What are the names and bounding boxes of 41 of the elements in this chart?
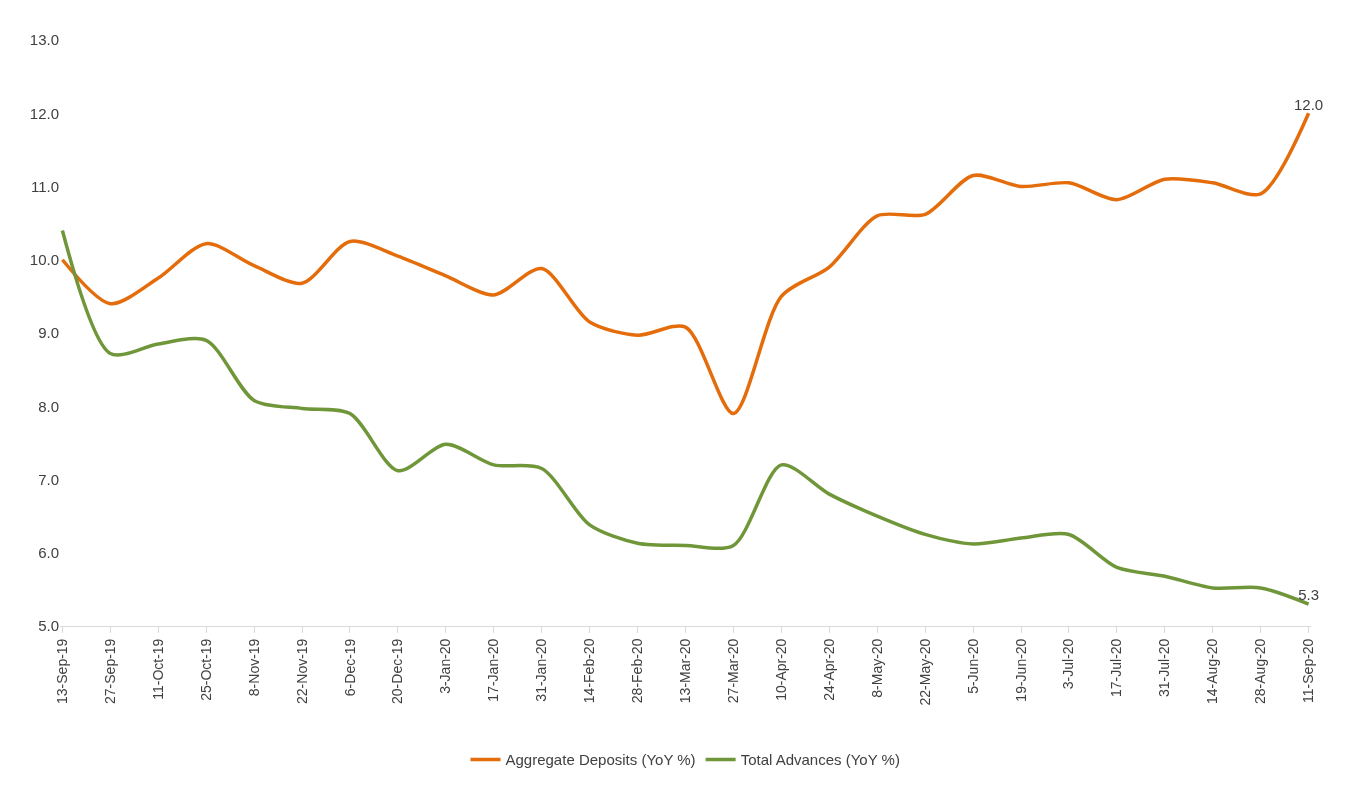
x-tick-label: 19-Jun-20 — [1012, 638, 1029, 702]
x-tick-label: 22-Nov-19 — [293, 638, 310, 704]
data-label: 5.3 — [1298, 586, 1320, 604]
y-tick-label: 13.0 — [29, 31, 59, 49]
y-tick-label: 5.0 — [38, 617, 59, 635]
x-tick-label: 24-Apr-20 — [820, 638, 837, 701]
x-tick-label: 20-Dec-19 — [389, 638, 406, 704]
x-tick-label: 3-Jan-20 — [437, 638, 454, 694]
x-tick-label: 31-Jan-20 — [533, 638, 550, 702]
y-tick-label: 9.0 — [38, 324, 59, 342]
x-tick-label: 27-Sep-19 — [101, 638, 118, 704]
x-tick-label: 3-Jul-20 — [1060, 638, 1077, 690]
x-tick-label: 6-Dec-19 — [341, 638, 358, 697]
x-tick-label: 31-Jul-20 — [1156, 638, 1173, 697]
y-tick-label: 6.0 — [38, 544, 59, 561]
x-tick-label: 13-Mar-20 — [677, 638, 694, 704]
y-tick-label: 7.0 — [38, 470, 59, 488]
x-tick-label: 27-Mar-20 — [724, 638, 741, 704]
x-tick-label: 5-Jun-20 — [964, 638, 981, 694]
x-tick-label: 28-Aug-20 — [1252, 638, 1269, 704]
x-tick-label: 11-Sep-20 — [1300, 638, 1317, 703]
x-tick-label: 14-Aug-20 — [1204, 638, 1221, 704]
x-tick-label: 10-Apr-20 — [772, 638, 789, 701]
x-tick-label: 8-Nov-19 — [245, 638, 262, 697]
y-tick-label: 10.0 — [29, 251, 59, 268]
x-tick-label: 22-May-20 — [916, 638, 933, 706]
x-tick-label: 25-Oct-19 — [197, 638, 214, 701]
legend-label: Total Advances (YoY %) — [740, 751, 900, 769]
x-tick-label: 17-Jan-20 — [485, 638, 502, 702]
legend-label: Aggregate Deposits (YoY %) — [505, 751, 696, 769]
x-tick-label: 28-Feb-20 — [629, 638, 646, 704]
x-tick-label: 11-Oct-19 — [149, 638, 166, 700]
x-tick-label: 17-Jul-20 — [1108, 638, 1125, 697]
data-label: 12.0 — [1294, 95, 1324, 113]
x-tick-label: 13-Sep-19 — [53, 638, 70, 704]
x-tick-label: 14-Feb-20 — [581, 638, 598, 704]
y-tick-label: 8.0 — [38, 397, 59, 415]
y-tick-label: 11.0 — [30, 177, 59, 195]
x-tick-label: 8-May-20 — [868, 638, 885, 698]
y-tick-label: 12.0 — [29, 104, 59, 122]
line-series — [60, 111, 1311, 416]
